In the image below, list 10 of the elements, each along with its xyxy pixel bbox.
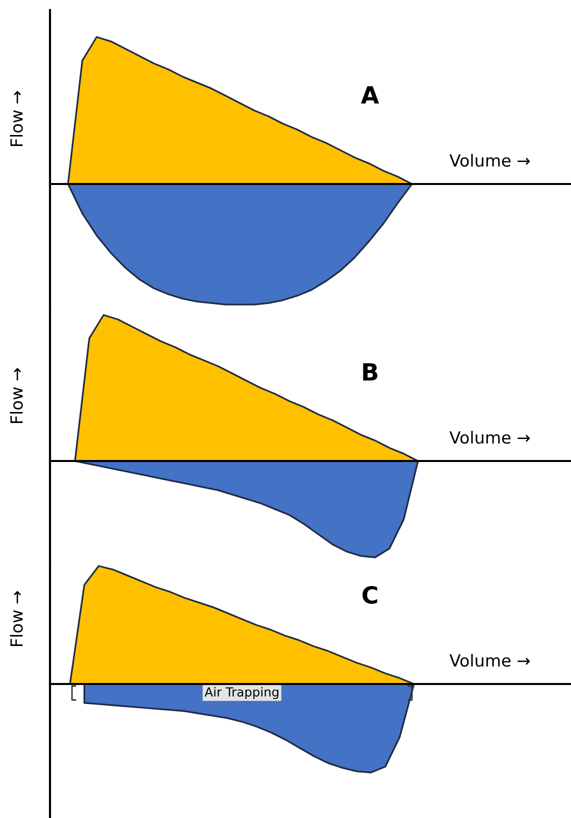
- y-axis-title: Flow →: [10, 591, 23, 646]
- y-axis-title: Flow →: [10, 368, 23, 424]
- y-axis-title: Flow →: [10, 91, 23, 146]
- text: A: [360, 86, 380, 104]
- x-axis-title: Volume →: [450, 154, 530, 167]
- text: B: [363, 363, 378, 381]
- annotation: Air Trapping: [204, 686, 278, 700]
- text: C: [362, 586, 378, 604]
- x-axis-title: Volume →: [450, 430, 530, 444]
- x-axis-title: Volume →: [450, 654, 530, 667]
